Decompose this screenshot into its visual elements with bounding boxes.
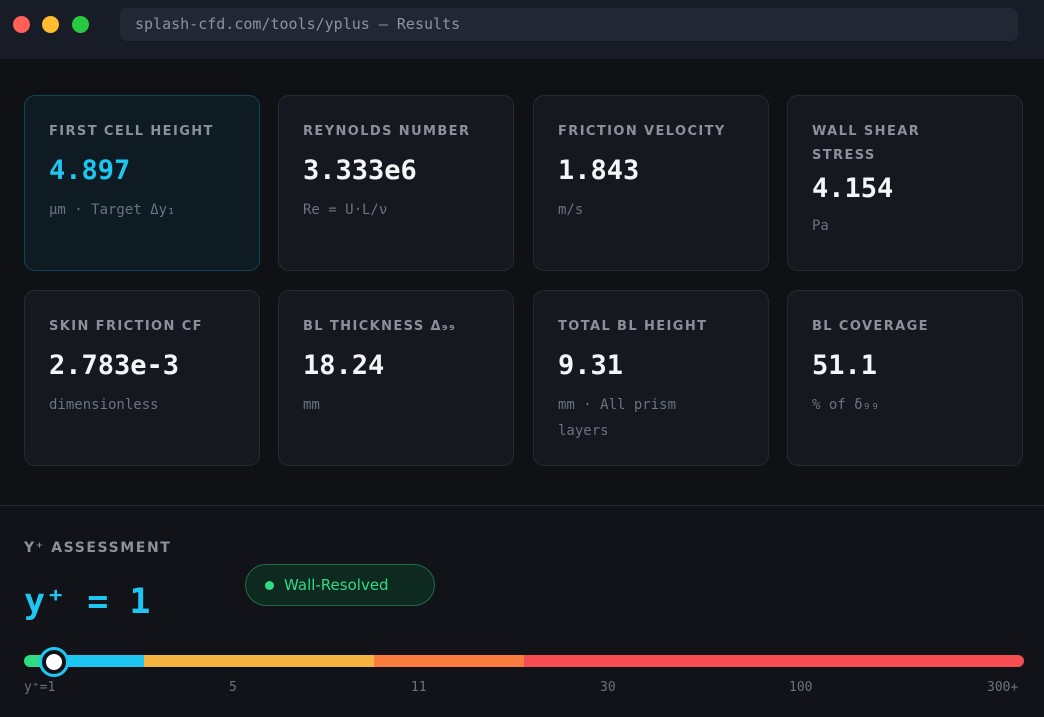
card-bl-coverage: BL COVERAGE 51.1 % of δ₉₉ — [787, 290, 1023, 466]
scale-tick-label: 30 — [600, 680, 616, 695]
card-label: BL THICKNESS Δ₉₉ — [303, 319, 457, 334]
card-label: FIRST CELL HEIGHT — [49, 124, 214, 139]
card-unit: Pa — [812, 218, 829, 234]
maximize-window-button[interactable] — [72, 16, 89, 33]
yplus-marker — [39, 647, 69, 677]
card-value: 18.24 — [303, 350, 385, 381]
minimize-window-button[interactable] — [42, 16, 59, 33]
yplus-marker-knob — [46, 654, 62, 670]
card-total-bl-height: TOTAL BL HEIGHT 9.31 mm · All prism laye… — [533, 290, 769, 466]
card-unit: μm · Target Δy₁ — [49, 202, 176, 218]
card-unit: Re = U·L/ν — [303, 202, 388, 218]
section-divider — [0, 505, 1044, 506]
status-dot-icon — [265, 581, 274, 590]
card-unit: % of δ₉₉ — [812, 397, 880, 413]
card-unit: dimensionless — [49, 397, 159, 413]
card-reynolds-number: REYNOLDS NUMBER 3.333e6 Re = U·L/ν — [278, 95, 514, 271]
scale-segment-resolved — [46, 655, 144, 667]
close-window-button[interactable] — [13, 16, 30, 33]
browser-titlebar: splash-cfd.com/tools/yplus — Results — [0, 0, 1044, 59]
card-unit: m/s — [558, 202, 584, 218]
card-label: SKIN FRICTION CF — [49, 319, 203, 334]
yplus-value: y⁺ = 1 — [24, 582, 151, 622]
card-label: FRICTION VELOCITY — [558, 124, 726, 139]
card-value: 9.31 — [558, 350, 624, 381]
scale-tick-label: 11 — [411, 680, 427, 695]
card-value: 1.843 — [558, 155, 640, 186]
scale-tick-label: 5 — [229, 680, 237, 695]
scale-segment-log-law — [524, 655, 1024, 667]
card-label: WALL SHEAR STRESS — [812, 124, 921, 163]
card-label: REYNOLDS NUMBER — [303, 124, 471, 139]
card-value: 4.897 — [49, 155, 131, 186]
card-label: BL COVERAGE — [812, 319, 929, 334]
card-bl-thickness: BL THICKNESS Δ₉₉ 18.24 mm — [278, 290, 514, 466]
card-value: 2.783e-3 — [49, 350, 180, 381]
card-unit: mm — [303, 397, 320, 413]
card-first-cell-height: FIRST CELL HEIGHT 4.897 μm · Target Δy₁ — [24, 95, 260, 271]
card-label: TOTAL BL HEIGHT — [558, 319, 708, 334]
card-friction-velocity: FRICTION VELOCITY 1.843 m/s — [533, 95, 769, 271]
scale-tick-label: 100 — [789, 680, 813, 695]
status-badge-label: Wall-Resolved — [284, 576, 389, 594]
assessment-title: Y⁺ ASSESSMENT — [24, 540, 172, 556]
card-value: 51.1 — [812, 350, 878, 381]
status-badge: Wall-Resolved — [245, 564, 435, 606]
address-bar[interactable]: splash-cfd.com/tools/yplus — Results — [120, 8, 1018, 41]
assessment-panel — [0, 506, 1044, 717]
yplus-scale-bar — [24, 655, 1024, 667]
card-value: 4.154 — [812, 173, 894, 204]
card-value: 3.333e6 — [303, 155, 417, 186]
scale-segment-transition — [374, 655, 524, 667]
scale-tick-label: y⁺=1 — [24, 680, 56, 695]
card-skin-friction: SKIN FRICTION CF 2.783e-3 dimensionless — [24, 290, 260, 466]
card-unit: mm · All prism layers — [558, 397, 677, 439]
card-wall-shear-stress: WALL SHEAR STRESS 4.154 Pa — [787, 95, 1023, 271]
scale-segment-buffer — [144, 655, 374, 667]
scale-tick-label: 300+ — [987, 680, 1019, 695]
